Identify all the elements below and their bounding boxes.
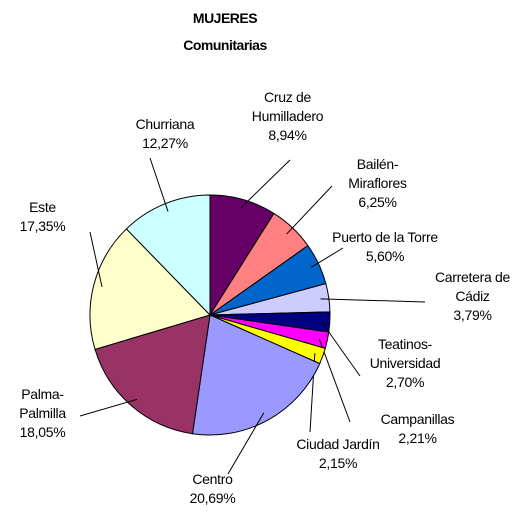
slice-label: Bailén-Miraflores <box>348 156 407 191</box>
leader-line <box>321 321 361 377</box>
slice-value: 2,21% <box>398 430 437 446</box>
slice-label: Ciudad Jardín <box>296 436 380 452</box>
slice-value: 6,25% <box>358 194 397 210</box>
leader-line <box>320 298 426 303</box>
slice-value: 20,69% <box>189 490 236 506</box>
leader-line <box>310 247 344 268</box>
slice-value: 3,79% <box>453 307 492 323</box>
slice-value: 17,35% <box>19 218 66 234</box>
slice-label: Cruz de Humilladero <box>251 89 324 124</box>
pie-slice <box>191 314 321 436</box>
chart-title: MUJERES <box>192 10 258 26</box>
leader-line <box>286 185 333 235</box>
slice-value: 5,60% <box>365 248 405 264</box>
leader-line <box>227 412 265 475</box>
leader-line <box>240 159 291 209</box>
pie-slice <box>94 314 211 435</box>
pie-slice <box>89 228 211 350</box>
slice-value: 8,94% <box>268 127 307 143</box>
slice-value: 18,05% <box>19 424 66 440</box>
leader-line <box>79 398 138 417</box>
slice-value: 2,15% <box>318 455 358 471</box>
slice-label: Puerto de la Torre <box>332 229 438 245</box>
slice-label: Carretera de Cádiz <box>435 269 510 304</box>
slice-label: Palma-Palmilla <box>19 386 66 421</box>
slice-label: Este <box>29 199 56 215</box>
pie-slice <box>125 194 211 317</box>
slice-value: 12,27% <box>142 135 188 151</box>
slice-label: Churriana <box>135 116 195 132</box>
leader-line <box>149 157 169 212</box>
slice-value: 2,70% <box>385 374 425 390</box>
chart-subtitle: Comunitarias <box>183 37 267 53</box>
slice-label: Teatinos-Universidad <box>369 336 441 371</box>
leader-line <box>89 231 103 287</box>
slice-label: Centro <box>192 471 233 487</box>
slice-label: Campanillas <box>380 411 455 427</box>
